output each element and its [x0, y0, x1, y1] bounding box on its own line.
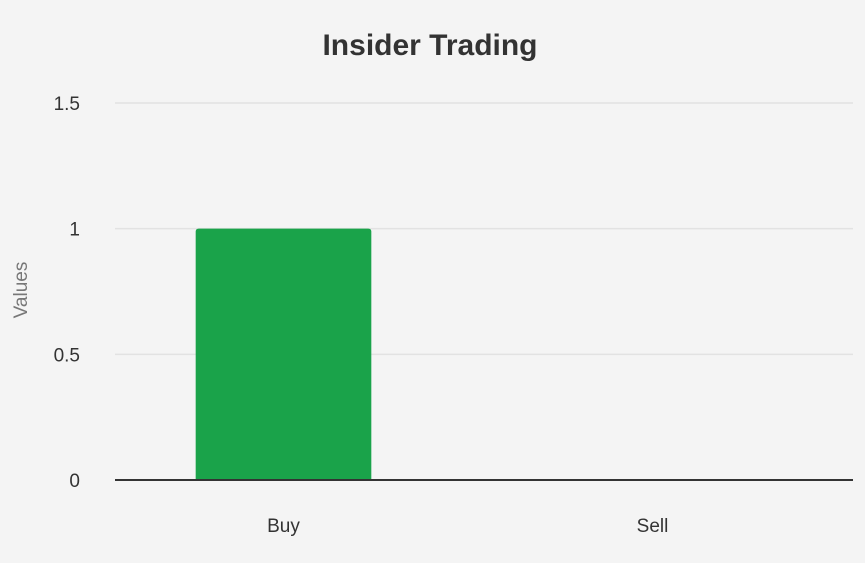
- x-tick-label: Sell: [637, 516, 669, 537]
- bar: [195, 228, 372, 480]
- y-tick-label: 1.5: [54, 94, 80, 115]
- y-tick-label: 0.5: [54, 345, 80, 366]
- y-tick-label: 1: [69, 220, 80, 241]
- chart-title: Insider Trading: [322, 29, 537, 62]
- y-tick-label: 0: [69, 471, 80, 492]
- x-tick-label: Buy: [267, 516, 300, 537]
- y-axis-label: Values: [11, 262, 32, 319]
